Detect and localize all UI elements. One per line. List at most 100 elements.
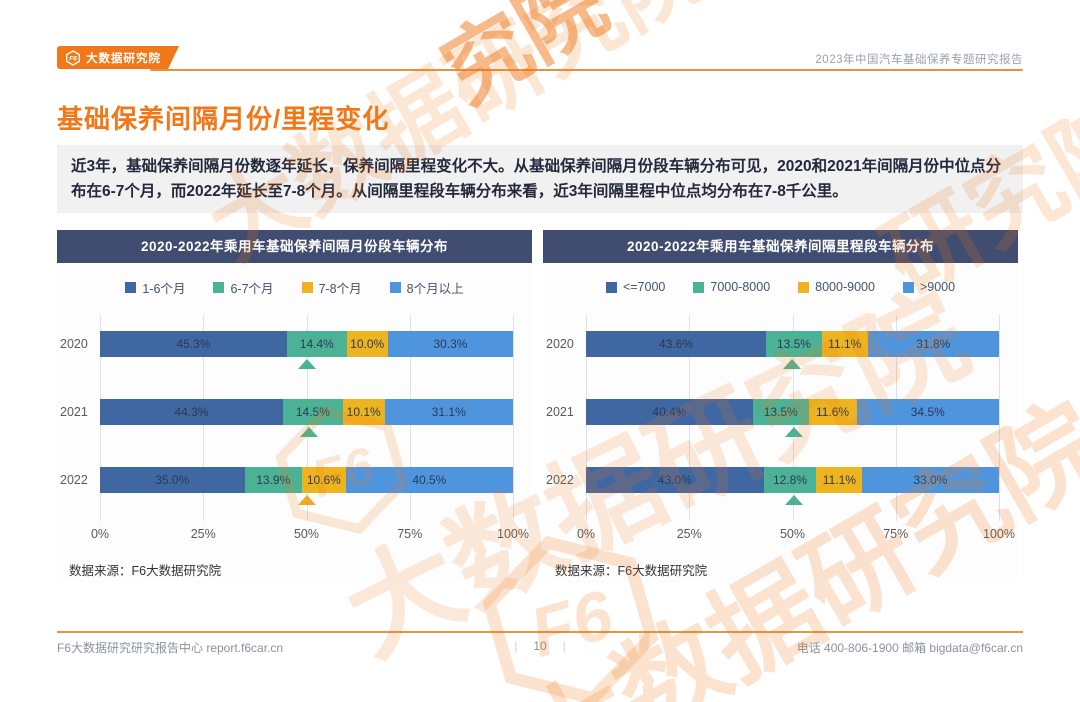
bar-segment: 11.6%: [808, 399, 857, 425]
gridline: [999, 315, 1000, 521]
bar-segment: 43.0%: [586, 467, 764, 493]
bar-segment: 13.9%: [244, 467, 302, 493]
legend-swatch: [301, 281, 313, 293]
median-marker: [784, 495, 803, 505]
legend-item: 8000-9000: [798, 280, 875, 294]
bar-row-2020: 2020 45.3% 14.4% 10.0% 30.3%: [60, 331, 513, 369]
bar-segment: 40.4%: [586, 399, 753, 425]
year-label: 2022: [546, 473, 574, 487]
bar-segment: 34.5%: [856, 399, 999, 425]
page-number-separator: |: [514, 639, 518, 653]
legend-item: 7-8个月: [301, 278, 362, 297]
legend-label: >9000: [919, 280, 956, 294]
legend-label: 7000-8000: [710, 280, 771, 294]
bar-row-2020: 2020 43.6% 13.5% 11.1% 31.8%: [546, 331, 999, 369]
watermark-fragment-top: 究院: [426, 0, 624, 124]
footer-contact: 电话 400-806-1900 邮箱 bigdata@f6car.cn: [796, 641, 1023, 655]
median-marker: [298, 495, 317, 505]
chart-title: 2020-2022年乘用车基础保养间隔里程段车辆分布: [543, 230, 1018, 263]
chart-title: 2020-2022年乘用车基础保养间隔月份段车辆分布: [57, 230, 532, 263]
bar-segment: 13.5%: [766, 331, 822, 357]
x-axis-tick: 0%: [576, 527, 596, 541]
page-number-value: 10: [533, 639, 547, 653]
bar-segment: 11.1%: [821, 331, 868, 357]
page-number: | 10 |: [0, 639, 1080, 653]
legend-swatch: [213, 281, 225, 293]
bar-segment: 10.0%: [346, 331, 388, 357]
page-title: 基础保养间隔月份/里程变化: [57, 104, 390, 134]
year-label: 2020: [546, 337, 574, 351]
chart-source: 数据来源：F6大数据研究院: [69, 564, 222, 578]
bar-segment: 31.8%: [867, 331, 999, 357]
year-label: 2022: [60, 473, 88, 487]
bar-row-2021: 2021 40.4% 13.5% 11.6% 34.5%: [546, 399, 999, 437]
chart-panel-months: 2020-2022年乘用车基础保养间隔月份段车辆分布 1-6个月 6-7个月 7-8…: [57, 230, 532, 582]
legend-item: 7000-8000: [693, 280, 770, 294]
x-axis-tick: 75%: [397, 527, 423, 541]
median-marker: [297, 359, 316, 369]
legend-item: 6-7个月: [213, 278, 274, 297]
x-axis-tick: 50%: [779, 527, 806, 541]
bar-segment: 31.1%: [384, 399, 513, 425]
legend-item: 8个月以上: [389, 278, 464, 297]
year-label: 2021: [546, 405, 574, 419]
legend-label: 1-6个月: [142, 281, 186, 296]
x-axis-tick: 25%: [190, 527, 216, 541]
chart-source: 数据来源：F6大数据研究院: [555, 564, 708, 578]
legend-swatch: [902, 281, 914, 293]
x-axis-tick: 25%: [676, 527, 702, 541]
legend-label: 6-7个月: [230, 281, 274, 296]
bar-segment: 40.5%: [345, 467, 513, 493]
bar-segment: 33.0%: [862, 467, 999, 493]
median-marker: [784, 427, 803, 437]
legend-swatch: [389, 281, 401, 293]
legend-item: 1-6个月: [125, 278, 185, 297]
footer-center-info: F6大数据研究研究报告中心 report.f6car.cn: [57, 641, 284, 655]
x-axis-tick: 50%: [293, 527, 320, 541]
legend-label: 8000-9000: [815, 280, 875, 294]
f6-hexagon-icon: F6: [65, 50, 81, 66]
bar-segment: 10.1%: [342, 399, 385, 425]
legend-label: <=7000: [622, 280, 666, 294]
bar-segment: 12.8%: [763, 467, 817, 493]
legend-swatch: [693, 281, 705, 293]
year-label: 2020: [60, 337, 88, 351]
bar-row-2021: 2021 44.3% 14.5% 10.1% 31.1%: [60, 399, 513, 437]
bar-row-2022: 2022 43.0% 12.8% 11.1% 33.0%: [546, 467, 999, 505]
bar-segment: 45.3%: [100, 331, 288, 357]
chart-legend: <=7000 7000-8000 8000-9000 >9000: [543, 279, 1018, 295]
bar-segment: 35.0%: [100, 467, 245, 493]
bar-segment: 43.6%: [586, 331, 767, 357]
page-number-separator: |: [562, 639, 566, 653]
chart-plot: 0% 25% 50% 75% 100% 2020 43.6% 13.5% 11.1% 31.8% 2…: [546, 315, 1015, 547]
legend-item: >9000: [902, 280, 956, 294]
year-label: 2021: [60, 405, 88, 419]
x-axis-tick: 75%: [883, 527, 909, 541]
legend-label: 7-8个月: [318, 281, 362, 296]
bar-row-2022: 2022 35.0% 13.9% 10.6% 40.5%: [60, 467, 513, 505]
median-marker: [782, 359, 801, 369]
legend-swatch: [605, 281, 617, 293]
legend-label: 8个月以上: [406, 281, 464, 296]
brand-logo-text: 大数据研究院: [86, 52, 161, 65]
bar-segment: 44.3%: [100, 399, 283, 425]
bar-segment: 30.3%: [387, 331, 513, 357]
brand-logo: F6 大数据研究院: [57, 46, 179, 69]
median-marker: [299, 427, 318, 437]
bar-segment: 11.1%: [816, 467, 863, 493]
legend-swatch: [125, 281, 137, 293]
gridline: [513, 315, 514, 521]
x-axis-tick: 0%: [90, 527, 110, 541]
legend-swatch: [798, 281, 810, 293]
header-divider: [150, 69, 1023, 71]
intro-paragraph: 近3年，基础保养间隔月份数逐年延长，保养间隔里程变化不大。从基础保养间隔月份段车…: [57, 145, 1023, 213]
report-title: 2023年中国汽车基础保养专题研究报告: [815, 54, 1023, 66]
bar-segment: 14.4%: [287, 331, 347, 357]
x-axis-tick: 100%: [983, 527, 1015, 541]
x-axis-tick: 100%: [497, 527, 529, 541]
bar-segment: 14.5%: [282, 399, 343, 425]
legend-item: <=7000: [605, 280, 666, 294]
chart-panel-mileage: 2020-2022年乘用车基础保养间隔里程段车辆分布 <=7000 7000-80…: [543, 230, 1018, 582]
bar-segment: 13.5%: [752, 399, 809, 425]
